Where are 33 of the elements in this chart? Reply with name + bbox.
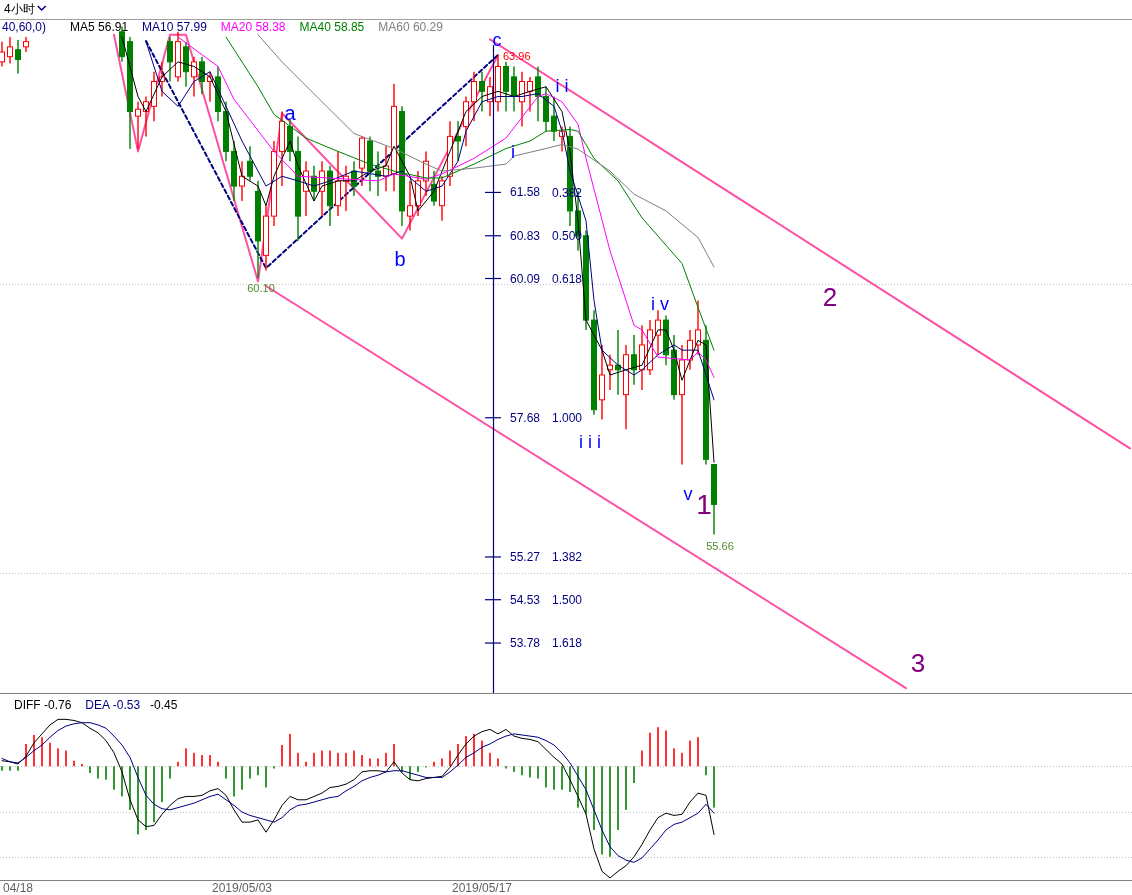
y-tick-label: 53.78: [510, 636, 541, 651]
y-tick-label: 54.53: [510, 592, 541, 607]
y2-tick-label: 1.618: [552, 635, 583, 650]
y2-tick-label: 0.618: [552, 271, 583, 286]
line-series: [225, 36, 715, 351]
annotation: 1: [696, 489, 712, 520]
annotation: i: [511, 142, 515, 162]
legend: DIFF -0.76 DEA -0.53: [14, 698, 141, 712]
annotation: 2: [822, 282, 838, 312]
y2-tick-label: 1.500: [552, 592, 583, 607]
line-series: [113, 33, 499, 283]
y-tick-label: 60.09: [510, 271, 541, 286]
annotation: i v: [651, 294, 669, 314]
y-tick-label: 57.68: [510, 410, 541, 425]
x-tick-label: 2019/05/03: [211, 881, 273, 895]
y2-tick-label: 1.382: [552, 549, 583, 564]
chart-title: 4小时: [4, 2, 35, 16]
annotation: 3: [910, 648, 926, 678]
annotation: v: [683, 484, 693, 504]
legend: 40,60,0) MA5 56.91 MA10 57.99 MA20 58.38 MA40 58.85 MA60 60.29: [2, 20, 443, 34]
annotation: a: [284, 102, 297, 124]
annotation: i i i: [579, 432, 601, 452]
x-tick-label: 04/18: [2, 881, 34, 895]
x-tick-label: 2019/05/17: [451, 881, 513, 895]
line-series: [257, 34, 715, 268]
y2-tick-label: 1.000: [552, 410, 583, 425]
annotation: b: [394, 248, 406, 270]
y-tick-label: 55.27: [510, 549, 541, 564]
y-tick-label: 61.58: [510, 185, 541, 200]
annotation: i i: [555, 76, 569, 96]
y-tick-label: 60.83: [510, 228, 541, 243]
text: -0.45: [150, 698, 178, 712]
annotation: 55.66: [706, 540, 734, 552]
